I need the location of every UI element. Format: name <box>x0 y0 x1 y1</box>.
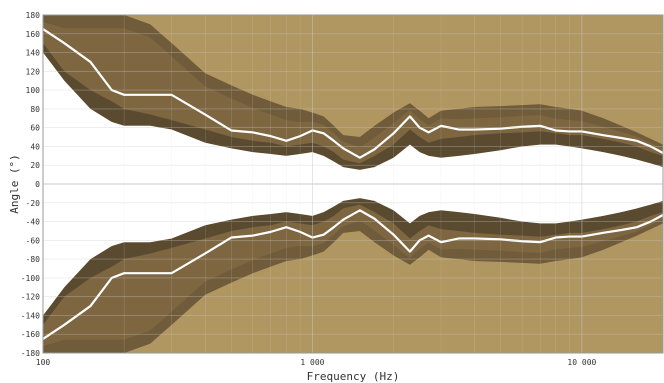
y-axis-label: Angle (°) <box>8 154 21 214</box>
x-tick-label: 100 <box>36 358 51 367</box>
beamwidth-line-negative <box>42 209 664 340</box>
beamwidth-line-positive <box>42 28 664 159</box>
band-center-negative <box>43 184 663 316</box>
y-tick-label: 60 <box>30 124 40 133</box>
band-inner-lower-positive <box>43 43 663 170</box>
y-tick-label: 140 <box>26 49 41 58</box>
y-tick-label: 100 <box>26 86 41 95</box>
y-tick-label: -80 <box>26 255 41 264</box>
x-axis-label: Frequency (Hz) <box>307 370 400 383</box>
y-tick-label: 20 <box>30 161 40 170</box>
y-tick-label: -120 <box>21 293 40 302</box>
y-tick-label: -100 <box>21 274 40 283</box>
y-tick-label: 40 <box>30 142 40 151</box>
y-tick-label: 0 <box>35 180 40 189</box>
y-tick-label: -140 <box>21 311 40 320</box>
y-tick-label: 180 <box>26 11 41 20</box>
grid-layer <box>42 15 664 353</box>
plot-frame <box>42 14 664 354</box>
band-center-positive <box>43 52 663 185</box>
y-tick-label: -20 <box>26 199 41 208</box>
y-tick-label: -160 <box>21 330 40 339</box>
y-tick-label: 80 <box>30 105 40 114</box>
x-tick-labels: 100 1 000 10 000 <box>36 358 597 367</box>
y-tick-label: -60 <box>26 236 41 245</box>
y-tick-label: 160 <box>26 30 41 39</box>
plot-area <box>42 14 664 354</box>
y-tick-label: -180 <box>21 349 40 358</box>
band-inner-lower-negative <box>43 198 663 325</box>
band-inner-upper-positive <box>43 15 663 149</box>
y-tick-labels: 180 160 140 120 100 80 60 40 20 0 -20 -40 -60 -80 -100… <box>21 11 40 358</box>
band-inner-upper-negative <box>43 219 663 353</box>
y-tick-label: -40 <box>26 218 41 227</box>
x-tick-label: 10 000 <box>567 358 596 367</box>
y-tick-label: 120 <box>26 67 41 76</box>
x-tick-label: 1 000 <box>300 358 324 367</box>
